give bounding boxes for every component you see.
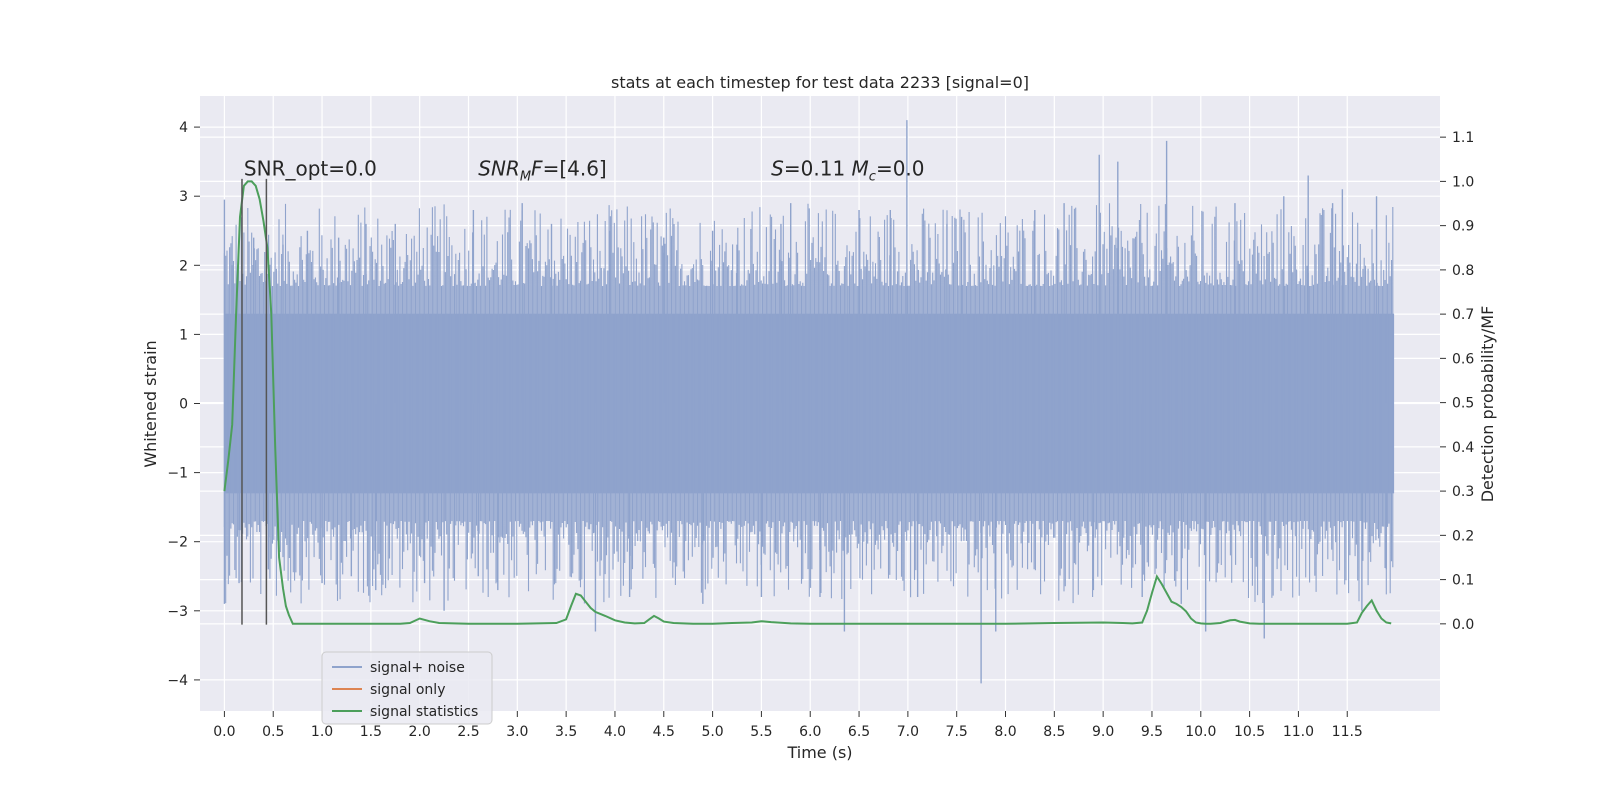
x-tick-label: 11.5 [1332,724,1363,740]
y-tick-label: −3 [167,604,188,620]
x-tick-label: 3.0 [506,724,528,740]
y-right-tick-label: 0.5 [1452,396,1474,412]
y-right-tick-label: 0.8 [1452,263,1474,279]
x-tick-label: 7.5 [946,724,968,740]
x-tick-label: 6.0 [799,724,821,740]
x-tick-label: 9.0 [1092,724,1114,740]
data-layer [223,120,1395,684]
x-tick-label: 9.5 [1141,724,1163,740]
y-tick-label: 2 [179,258,188,274]
y-right-tick-label: 0.6 [1452,351,1474,367]
y-tick-label: −4 [167,673,188,689]
x-tick-label: 5.0 [701,724,723,740]
x-axis-label: Time (s) [786,743,852,762]
annotation-snr-mf: SNRMF=[4.6] [478,156,606,184]
annotation-snr-opt: SNR_opt=0.0 [244,156,377,180]
x-tick-label: 2.0 [409,724,431,740]
x-tick-label: 4.5 [653,724,675,740]
y-tick-label: −2 [167,535,188,551]
y-right-tick-label: 0.1 [1452,573,1474,589]
y-axis-label: Whitened strain [141,340,160,467]
x-tick-label: 0.0 [213,724,235,740]
legend-label: signal+ noise [370,660,465,676]
annotations: SNR_opt=0.0 SNRMF=[4.6] S=0.11 Mc=0.0 [244,156,925,184]
y-right-tick-label: 0.3 [1452,484,1474,500]
x-tick-label: 8.5 [1043,724,1065,740]
legend-label: signal only [370,682,445,698]
y-tick-label: 0 [179,397,188,413]
y-right-axis-label: Detection probability/MF [1478,306,1497,503]
x-tick-label: 10.5 [1234,724,1265,740]
legend-box [321,651,493,725]
x-tick-label: 5.5 [750,724,772,740]
y-tick-label: 3 [179,189,188,205]
x-tick-label: 1.5 [360,724,382,740]
y-right-tick-label: 0.0 [1452,617,1474,633]
x-tick-label: 8.0 [994,724,1016,740]
x-tick-label: 1.0 [311,724,333,740]
y-right-tick-label: 1.0 [1452,174,1474,190]
y-right-tick-label: 0.4 [1452,440,1474,456]
chart-title: stats at each timestep for test data 223… [611,73,1029,92]
x-tick-label: 7.0 [897,724,919,740]
y-right-tick-label: 1.1 [1452,130,1474,146]
legend-label: signal statistics [370,704,478,720]
x-tick-label: 6.5 [848,724,870,740]
y-right-tick-label: 0.2 [1452,528,1474,544]
signal-statistics-line [223,180,1392,625]
x-tick-label: 10.0 [1185,724,1216,740]
y-tick-label: −1 [167,466,188,482]
x-tick-label: 0.5 [262,724,284,740]
x-tick-label: 2.5 [457,724,479,740]
y-right-tick-label: 0.7 [1452,307,1474,323]
x-tick-label: 11.0 [1283,724,1314,740]
y-tick-label: 1 [179,327,188,343]
axes: 0.0 0.5 1.0 1.5 2.0 2.5 3.0 3.5 4.0 4.5 5.0 5.5 6.0 6… [167,120,1474,740]
y-right-tick-label: 0.9 [1452,219,1474,235]
annotation-s-mc: S=0.11 Mc=0.0 [771,156,924,184]
legend: signal+ noise signal only signal statistic… [321,651,493,725]
x-tick-label: 3.5 [555,724,577,740]
x-tick-label: 4.0 [604,724,626,740]
y-tick-label: 4 [179,120,188,136]
